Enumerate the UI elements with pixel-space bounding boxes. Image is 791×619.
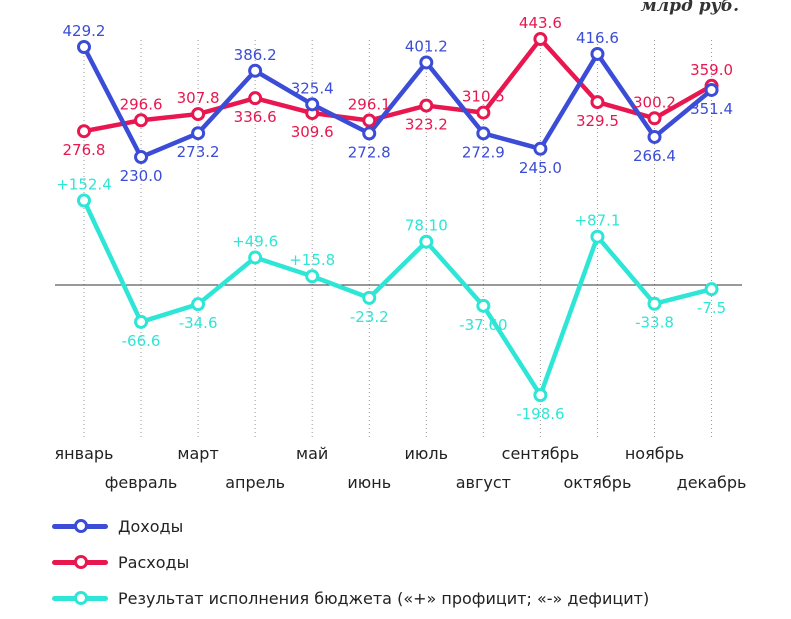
income-data-label: 401.2 [405,37,448,55]
x-tick-label: июль [405,444,449,463]
income-data-label: 245.0 [519,159,562,177]
income-data-label: 230.0 [120,167,163,185]
legend-label: Расходы [118,552,190,572]
x-tick-label: август [456,473,511,492]
expense-data-label: 300.2 [633,93,676,111]
expense-data-label: 443.6 [519,14,562,32]
expense-point [533,32,548,47]
income-point [77,40,91,54]
result-point [704,282,719,297]
legend-item-income: Доходы [52,508,649,544]
income-point [533,141,548,156]
result-data-label: +87.1 [574,212,620,230]
result-point [248,250,263,265]
expense-point [419,98,434,113]
expense-point [248,91,263,106]
result-point [191,297,206,312]
result-point [533,388,548,403]
income-data-label: 273.2 [177,143,220,161]
x-tick-label: октябрь [564,473,632,492]
legend-item-expense: Расходы [52,544,649,580]
x-tick-label: апрель [225,473,285,492]
legend-swatch [52,591,108,605]
result-point [362,290,377,305]
income-series-line [81,44,714,160]
expense-data-label: 296.6 [120,95,163,113]
income-point [704,82,719,97]
expense-point [476,105,491,120]
expense-data-label: 310.5 [462,88,505,106]
result-point [77,193,91,208]
expense-point [647,111,662,126]
income-point [134,150,149,165]
result-series-line [81,198,714,398]
expense-data-label: 307.8 [177,89,220,107]
legend-swatch [52,519,108,533]
result-point [134,314,149,329]
result-data-label: +15.8 [289,251,335,269]
income-point [191,126,206,141]
income-data-label: 325.4 [291,79,334,97]
income-data-label: 266.4 [633,147,676,165]
x-tick-label: июнь [347,473,391,492]
result-point [305,269,320,284]
income-data-label: 416.6 [576,29,619,47]
income-data-label: 386.2 [234,46,277,64]
legend: Доходы Расходы Результат исполнения бюджет… [52,508,649,616]
legend-label: Доходы [118,516,184,536]
income-data-label: 351.4 [690,100,733,118]
result-data-label: 78.10 [405,217,448,235]
expense-data-label: 323.2 [405,116,448,134]
expense-point [362,113,377,128]
income-point [476,126,491,141]
result-data-label: -198.6 [516,405,564,423]
income-point [362,126,377,141]
expense-data-label: 309.6 [291,123,334,141]
x-tick-label: ноябрь [625,444,684,463]
result-point [419,234,434,249]
result-data-label: -66.6 [122,332,161,350]
x-tick-label: январь [55,444,114,463]
income-point [419,55,434,70]
result-data-label: +49.6 [232,232,278,250]
result-data-label: -34.6 [179,314,218,332]
legend-item-result: Результат исполнения бюджета («+» профиц… [52,580,649,616]
unit-label: млрд руб. [640,0,739,16]
expense-point [77,124,91,139]
x-tick-label: февраль [105,473,178,492]
expense-point [590,95,605,110]
expense-data-label: 359.0 [690,61,733,79]
x-tick-label: май [296,444,328,463]
income-point [248,63,263,78]
result-data-label: -23.2 [350,308,389,326]
expense-point [191,107,206,122]
income-data-label: 429.2 [63,22,106,40]
result-point [647,296,662,311]
x-tick-label: март [177,444,218,463]
x-tick-label: декабрь [677,473,747,492]
result-point [590,229,605,244]
expense-data-label: 296.1 [348,96,391,114]
expense-series-line [81,36,714,134]
x-tick-label: сентябрь [502,444,580,463]
legend-label: Результат исполнения бюджета («+» профиц… [118,588,650,608]
result-data-label: +152.4 [56,175,112,193]
income-data-label: 272.9 [462,143,505,161]
expense-data-label: 276.8 [63,141,106,159]
result-data-label: -33.8 [635,314,674,332]
income-point [647,129,662,144]
income-point [590,46,605,61]
expense-data-label: 336.6 [234,108,277,126]
expense-data-label: 329.5 [576,112,619,130]
result-data-label: -7.5 [697,299,726,317]
legend-swatch [52,555,108,569]
result-data-label: -37.60 [459,316,507,334]
expense-point [134,113,149,128]
income-point [305,97,320,112]
result-point [476,298,491,313]
income-data-label: 272.8 [348,143,391,161]
